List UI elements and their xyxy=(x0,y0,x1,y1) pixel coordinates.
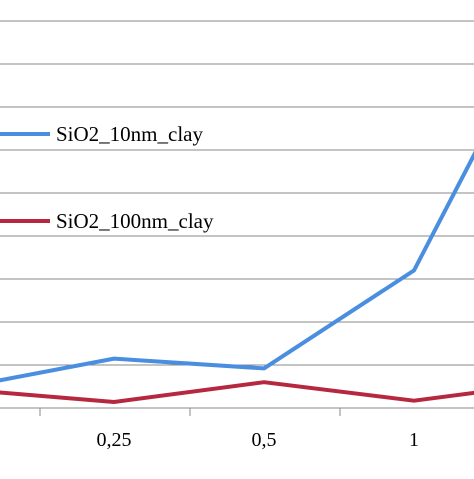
gridlines xyxy=(0,20,474,366)
x-axis: 0,25 0,5 1 xyxy=(0,407,474,451)
series-line xyxy=(0,150,474,383)
legend: SiO2_10nm_clay SiO2_100nm_clay xyxy=(0,122,214,233)
x-tick-label: 0,5 xyxy=(252,429,277,451)
x-tick-label: 1 xyxy=(409,429,419,451)
legend-label: SiO2_10nm_clay xyxy=(56,122,203,146)
series-line xyxy=(0,380,474,404)
series-lines xyxy=(0,150,474,404)
x-tick-label: 0,25 xyxy=(97,429,132,451)
legend-label: SiO2_100nm_clay xyxy=(56,209,214,233)
